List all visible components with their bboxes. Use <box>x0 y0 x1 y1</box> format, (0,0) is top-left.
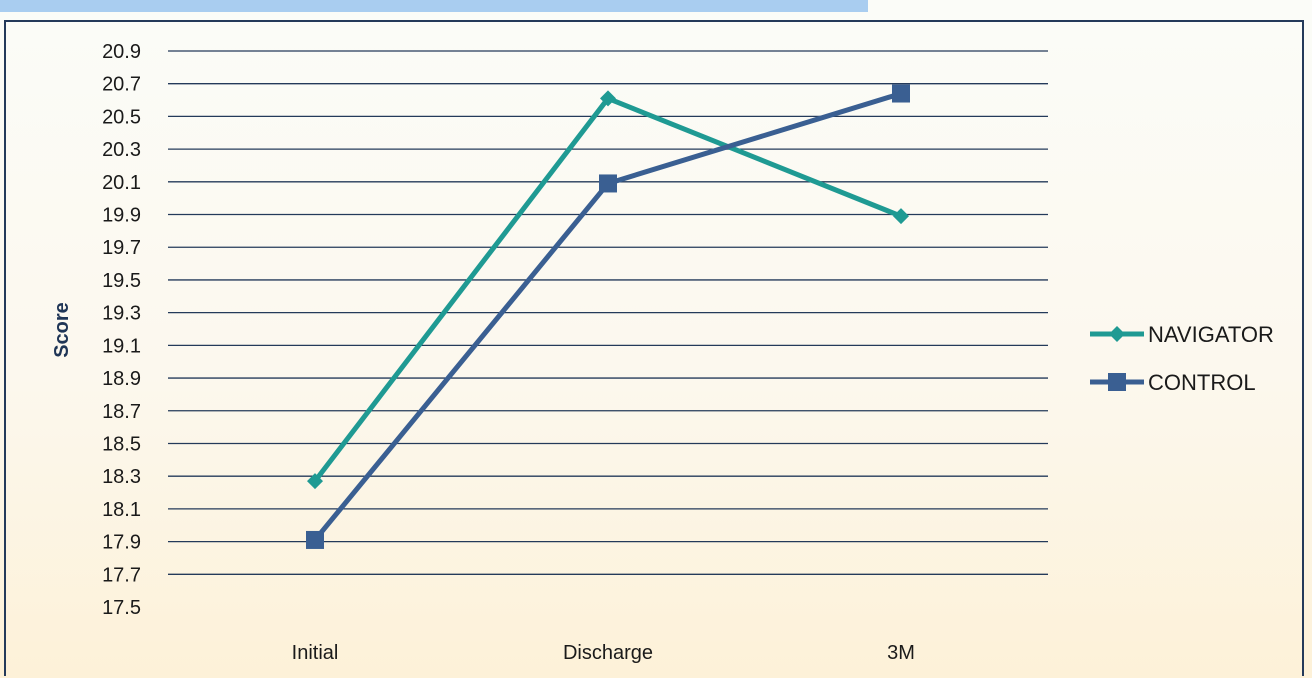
data-point-navigator <box>893 208 909 225</box>
title-bar <box>0 0 868 12</box>
x-tick-label: Discharge <box>563 642 653 664</box>
legend-marker-navigator <box>1109 326 1125 342</box>
y-tick-label: 17.5 <box>102 597 141 619</box>
y-tick-label: 20.9 <box>102 41 141 63</box>
y-tick-label: 18.1 <box>102 499 141 521</box>
series-line-navigator <box>313 95 902 483</box>
series-line-control <box>313 91 902 542</box>
y-tick-label: 20.7 <box>102 74 141 96</box>
legend-marker-control <box>1108 373 1126 391</box>
x-tick-label: Initial <box>292 642 339 664</box>
y-tick-label: 19.3 <box>102 303 141 325</box>
y-tick-label: 18.3 <box>102 466 141 488</box>
y-tick-label: 20.5 <box>102 106 141 128</box>
y-axis-ticks: 17.5 17.7 17.9 18.1 18.3 18.5 18.7 18.9 19.1 19.3… <box>102 41 141 619</box>
data-point-control <box>599 174 617 193</box>
y-tick-label: 19.5 <box>102 270 141 292</box>
data-point-navigator <box>307 473 323 490</box>
legend: NAVIGATOR CONTROL <box>1090 322 1274 395</box>
legend-label-navigator: NAVIGATOR <box>1148 322 1274 347</box>
data-point-control <box>892 84 910 103</box>
data-point-navigator <box>600 90 616 107</box>
y-tick-label: 18.7 <box>102 401 141 423</box>
y-tick-label: 20.3 <box>102 139 141 161</box>
y-tick-label: 19.7 <box>102 237 141 259</box>
x-tick-label: 3M <box>887 642 915 664</box>
x-axis-ticks: Initial Discharge 3M <box>292 642 915 664</box>
y-tick-label: 18.9 <box>102 368 141 390</box>
y-tick-label: 17.9 <box>102 532 141 554</box>
y-tick-label: 20.1 <box>102 172 141 194</box>
chart-frame <box>4 20 1304 676</box>
data-point-control <box>306 530 324 549</box>
legend-label-control: CONTROL <box>1148 370 1256 395</box>
series-group <box>306 84 910 549</box>
y-tick-label: 19.9 <box>102 205 141 227</box>
y-tick-label: 19.1 <box>102 335 141 357</box>
y-axis-label: Score <box>51 302 73 358</box>
y-tick-label: 18.5 <box>102 433 141 455</box>
grid-lines <box>168 50 1048 575</box>
y-tick-label: 17.7 <box>102 564 141 586</box>
